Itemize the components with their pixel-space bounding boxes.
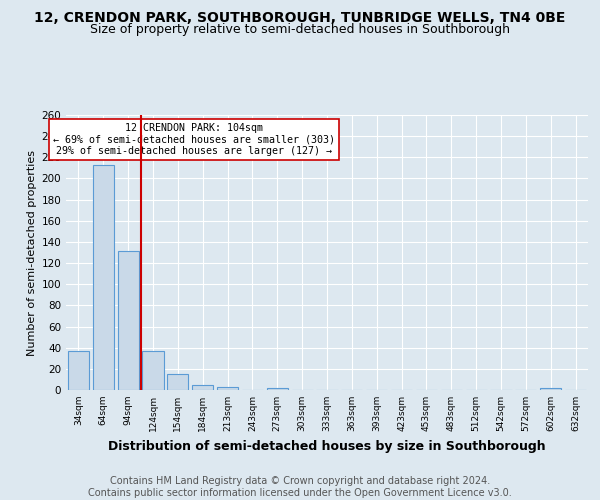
Bar — [217, 387, 238, 390]
Text: 12 CRENDON PARK: 104sqm
← 69% of semi-detached houses are smaller (303)
29% of s: 12 CRENDON PARK: 104sqm ← 69% of semi-de… — [53, 123, 335, 156]
Text: 12, CRENDON PARK, SOUTHBOROUGH, TUNBRIDGE WELLS, TN4 0BE: 12, CRENDON PARK, SOUTHBOROUGH, TUNBRIDG… — [34, 11, 566, 25]
Bar — [118, 252, 139, 390]
Bar — [267, 388, 288, 390]
Bar — [540, 388, 561, 390]
Bar — [192, 384, 213, 390]
Y-axis label: Number of semi-detached properties: Number of semi-detached properties — [27, 150, 37, 356]
Text: Size of property relative to semi-detached houses in Southborough: Size of property relative to semi-detach… — [90, 22, 510, 36]
X-axis label: Distribution of semi-detached houses by size in Southborough: Distribution of semi-detached houses by … — [108, 440, 546, 452]
Bar — [142, 351, 164, 390]
Text: Contains HM Land Registry data © Crown copyright and database right 2024.
Contai: Contains HM Land Registry data © Crown c… — [88, 476, 512, 498]
Bar — [167, 374, 188, 390]
Bar — [93, 164, 114, 390]
Bar — [68, 351, 89, 390]
